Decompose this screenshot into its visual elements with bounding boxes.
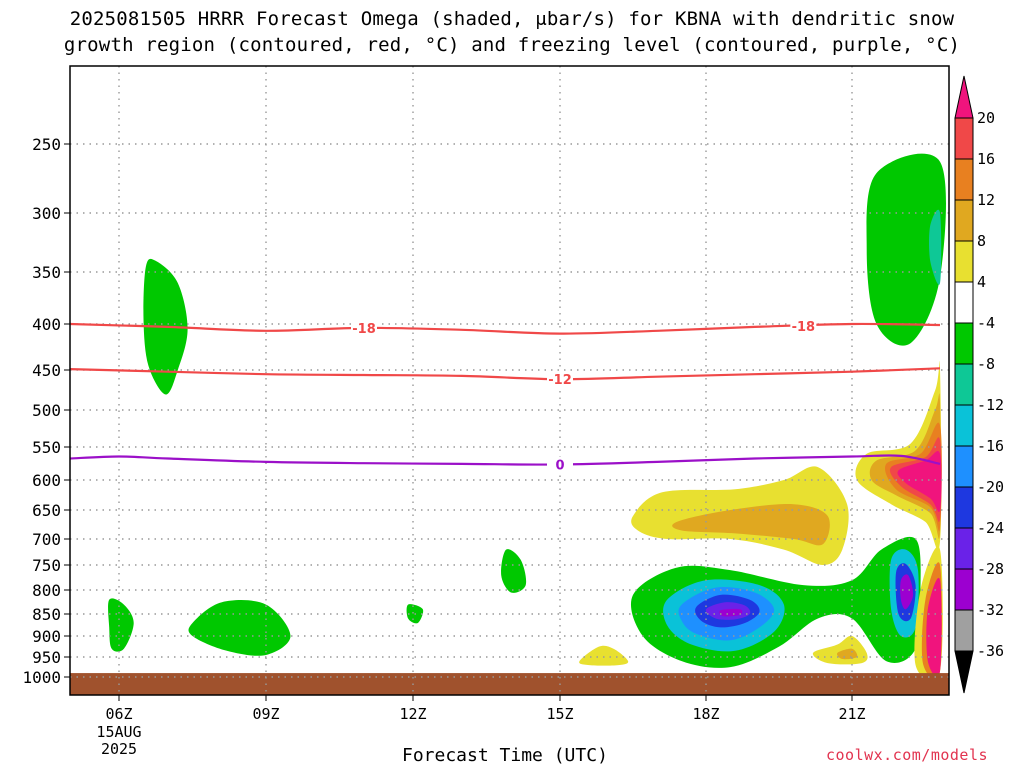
colorbar-label: -12: [977, 396, 1004, 414]
omega-region-25: [897, 451, 942, 513]
colorbar-label: -28: [977, 560, 1004, 578]
y-tick-label: 350: [32, 263, 61, 282]
colorbar-over-arrow: [954, 75, 974, 119]
colorbar-label: -20: [977, 478, 1004, 496]
contour-label-bg: [790, 317, 817, 334]
y-axis: 250 300 350 400 450 500 550 600 650 700 750 800 850 9…: [22, 135, 70, 687]
y-tick-label: 1000: [22, 668, 61, 687]
colorbar-label: 4: [977, 273, 986, 291]
contour-label: -12: [548, 373, 572, 388]
y-tick-label: 450: [32, 361, 61, 380]
colorbar-bin: [954, 117, 974, 160]
colorbar: 20 16 12 8 4 -4 -8 -12 -16 -20 -24 -28 -32 -36: [954, 75, 1004, 694]
colorbar-bin: [954, 404, 974, 447]
y-tick-label: 950: [32, 648, 61, 667]
x-date-label: 15AUG: [96, 723, 141, 741]
y-tick-label: 550: [32, 438, 61, 457]
colorbar-bin: [954, 568, 974, 611]
colorbar-bin: [954, 445, 974, 488]
omega-region-19: [812, 635, 868, 665]
colorbar-bin: [954, 527, 974, 570]
contour-label: 0: [555, 459, 564, 474]
omega-region-12: [719, 608, 743, 617]
contour-line--12: [70, 367, 941, 381]
omega-region-5: [866, 153, 946, 346]
x-tick-label: 12Z: [399, 705, 426, 723]
y-tick-label: 300: [32, 204, 61, 223]
colorbar-label: -16: [977, 437, 1004, 455]
contour-layer: -18 -18 -12 0: [70, 317, 941, 474]
x-date-label: 2025: [101, 740, 137, 758]
x-tick-label: 18Z: [692, 705, 719, 723]
y-tick-label: 900: [32, 627, 61, 646]
colorbar-bin: [954, 609, 974, 652]
colorbar-label: -4: [977, 314, 995, 332]
colorbar-label: -36: [977, 642, 1004, 660]
chart-title-line-2: growth region (contoured, red, °C) and f…: [63, 34, 961, 56]
omega-region-18: [579, 645, 629, 666]
colorbar-label: 16: [977, 150, 995, 168]
x-tick-label: 15Z: [546, 705, 573, 723]
omega-region-15: [900, 574, 914, 610]
colorbar-bin: [954, 322, 974, 365]
colorbar-label: 20: [977, 109, 995, 127]
colorbar-label: -32: [977, 601, 1004, 619]
x-tick-label: 09Z: [252, 705, 279, 723]
colorbar-under-arrow: [954, 650, 974, 694]
colorbar-label: -24: [977, 519, 1004, 537]
y-tick-label: 600: [32, 471, 61, 490]
contour-line-0: [70, 454, 941, 466]
colorbar-bin: [954, 199, 974, 242]
colorbar-label: 12: [977, 191, 995, 209]
plot-frame: [69, 65, 950, 696]
omega-shading-layer: [108, 153, 946, 682]
colorbar-bin: [954, 281, 974, 324]
y-tick-label: 250: [32, 135, 61, 154]
y-tick-label: 500: [32, 401, 61, 420]
colorbar-label: 8: [977, 232, 986, 250]
y-tick-label: 850: [32, 605, 61, 624]
y-tick-label: 700: [32, 530, 61, 549]
contour-label: -18: [352, 322, 376, 337]
omega-region-2: [188, 600, 291, 656]
x-axis-title: Forecast Time (UTC): [402, 745, 608, 766]
omega-region-1: [108, 598, 134, 652]
colorbar-bin: [954, 240, 974, 283]
y-tick-label: 650: [32, 501, 61, 520]
terrain-layer: [70, 673, 949, 695]
y-tick-label: 800: [32, 581, 61, 600]
colorbar-bin: [954, 363, 974, 406]
y-tick-label: 400: [32, 315, 61, 334]
colorbar-bin: [954, 486, 974, 529]
colorbar-label: -8: [977, 355, 995, 373]
omega-region-6: [929, 209, 942, 285]
x-tick-label: 21Z: [838, 705, 865, 723]
contour-label-bg: [351, 319, 377, 336]
credit-text[interactable]: coolwx.com/models: [826, 746, 989, 764]
colorbar-bin: [954, 158, 974, 201]
contour-label-bg: [547, 456, 573, 473]
contour-label: -18: [792, 320, 816, 335]
contour-label-bg: [547, 371, 573, 388]
grid-layer: [70, 66, 949, 695]
terrain-fill: [70, 673, 949, 695]
omega-region-28: [926, 577, 942, 677]
omega-region-17: [672, 504, 830, 546]
y-tick-label: 750: [32, 556, 61, 575]
chart-title-line-1: 2025081505 HRRR Forecast Omega (shaded, …: [69, 8, 955, 30]
omega-region-4: [501, 549, 527, 593]
x-tick-label: 06Z: [105, 705, 132, 723]
